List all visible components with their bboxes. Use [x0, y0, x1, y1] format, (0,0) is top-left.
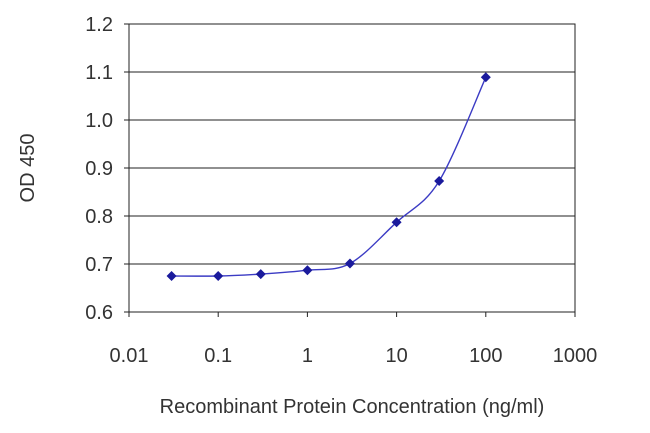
data-points — [166, 72, 491, 281]
x-tick-label: 100 — [469, 345, 502, 367]
x-tick-label: 1 — [302, 345, 313, 367]
y-tick-label: 0.6 — [85, 302, 113, 324]
data-point — [255, 269, 266, 280]
y-tick-label: 1.0 — [85, 110, 113, 132]
x-tick-label: 0.1 — [204, 345, 232, 367]
data-point — [344, 258, 355, 269]
data-point — [302, 265, 313, 276]
y-axis-title: OD 450 — [17, 134, 39, 203]
y-axis-ticks: 0.6 0.7 0.8 0.9 1.0 1.1 1.2 — [85, 14, 129, 324]
x-tick-label: 0.01 — [110, 345, 149, 367]
data-point — [391, 217, 402, 228]
data-point — [213, 271, 224, 281]
x-tick-label: 1000 — [553, 345, 598, 367]
data-point — [166, 271, 177, 281]
y-tick-label: 1.1 — [85, 62, 113, 84]
grid-lines — [129, 71, 575, 265]
y-tick-label: 0.7 — [85, 254, 113, 276]
y-tick-label: 0.9 — [85, 158, 113, 180]
data-point — [434, 175, 445, 186]
data-point — [480, 72, 491, 83]
x-axis-ticks: 0.01 0.1 1 10 100 1000 — [110, 312, 598, 367]
y-tick-label: 0.8 — [85, 206, 113, 228]
x-axis-title: Recombinant Protein Concentration (ng/ml… — [160, 396, 545, 418]
x-tick-label: 10 — [385, 345, 407, 367]
y-tick-label: 1.2 — [85, 14, 113, 36]
